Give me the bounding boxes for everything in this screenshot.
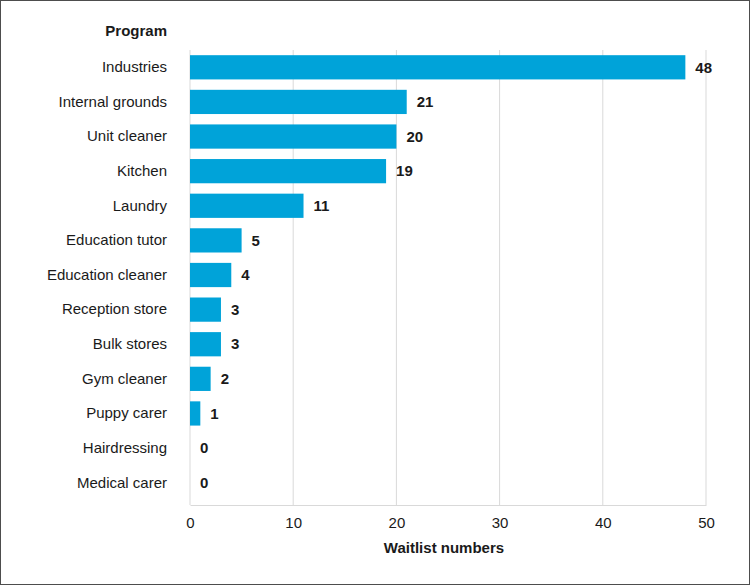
y-tick: Medical carer	[77, 473, 167, 490]
data-label: 4	[241, 266, 250, 283]
bar	[190, 194, 304, 218]
x-tick-label: 20	[389, 514, 406, 531]
y-tick-label: Education tutor	[66, 231, 167, 248]
data-label: 0	[200, 474, 208, 491]
y-tick-label: Gym cleaner	[82, 370, 167, 387]
x-tick-label: 10	[285, 514, 302, 531]
data-label: 2	[221, 370, 229, 387]
data-label: 1	[210, 405, 218, 422]
x-tick-label: 50	[698, 514, 715, 531]
grid-line	[396, 50, 397, 505]
y-tick: Hairdressing	[83, 439, 167, 456]
x-tick-label: 0	[186, 514, 194, 531]
y-tick: Education tutor	[66, 231, 167, 248]
y-tick-label: Laundry	[113, 197, 168, 214]
bar	[190, 124, 396, 148]
frame	[1, 1, 750, 585]
y-tick: Industries	[102, 58, 167, 75]
y-tick-label: Unit cleaner	[87, 127, 167, 144]
y-tick-label: Hairdressing	[83, 439, 167, 456]
x-tick: 50	[698, 505, 715, 531]
x-tick: 20	[389, 505, 406, 531]
y-tick-label: Internal grounds	[59, 93, 167, 110]
chart-svg: 01020304050IndustriesInternal groundsUni…	[0, 0, 750, 585]
y-tick: Unit cleaner	[87, 127, 167, 144]
y-tick-label: Bulk stores	[93, 335, 167, 352]
y-tick-label: Medical carer	[77, 473, 167, 490]
y-tick: Laundry	[113, 197, 168, 214]
data-labels: 482120191154332100	[200, 59, 712, 491]
y-tick-label: Puppy carer	[86, 404, 167, 421]
data-label: 5	[252, 232, 260, 249]
data-label: 21	[417, 93, 434, 110]
grid-line	[499, 50, 500, 505]
x-tick-label: 30	[492, 514, 509, 531]
data-label: 11	[314, 197, 330, 214]
x-tick-label: 40	[595, 514, 612, 531]
bar	[190, 471, 191, 495]
data-label: 0	[200, 439, 208, 456]
x-axis: 0 10 20 30 40 50	[186, 505, 715, 531]
y-axis-title: Program	[105, 22, 167, 39]
bar	[190, 90, 407, 114]
x-tick: 30	[492, 505, 509, 531]
y-tick: Puppy carer	[86, 404, 167, 421]
grid	[190, 50, 706, 505]
y-tick-label: Education cleaner	[47, 266, 167, 283]
grid-line	[602, 50, 603, 505]
x-tick: 40	[595, 505, 612, 531]
data-label: 48	[695, 59, 712, 76]
y-tick-label: Reception store	[62, 300, 167, 317]
bar	[190, 436, 191, 460]
bar	[190, 55, 685, 79]
y-axis-line	[167, 51, 168, 501]
y-tick: Internal grounds	[59, 93, 167, 110]
bars	[190, 55, 685, 425]
x-axis-title: Waitlist numbers	[384, 539, 504, 556]
bar	[190, 367, 211, 391]
y-tick: Education cleaner	[47, 266, 167, 283]
data-label: 3	[231, 335, 239, 352]
y-tick-label: Kitchen	[117, 162, 167, 179]
x-tick: 10	[285, 505, 302, 531]
data-label: 20	[406, 128, 423, 145]
bar	[190, 332, 221, 356]
bar	[190, 228, 242, 252]
grid-line	[706, 50, 707, 505]
x-axis-line	[191, 505, 707, 506]
bar	[190, 263, 231, 287]
y-tick: Bulk stores	[93, 335, 167, 352]
y-tick-label: Industries	[102, 58, 167, 75]
y-tick: Gym cleaner	[82, 370, 167, 387]
bar	[190, 401, 200, 425]
y-axis: Industries Internal grounds Unit cleaner Ki…	[47, 51, 168, 501]
grid-line	[293, 50, 294, 505]
y-tick: Reception store	[62, 300, 167, 317]
data-label: 3	[231, 301, 239, 318]
data-label: 19	[396, 162, 413, 179]
bar	[190, 298, 221, 322]
y-tick: Kitchen	[117, 162, 167, 179]
x-tick: 0	[186, 505, 194, 531]
bar	[190, 159, 386, 183]
